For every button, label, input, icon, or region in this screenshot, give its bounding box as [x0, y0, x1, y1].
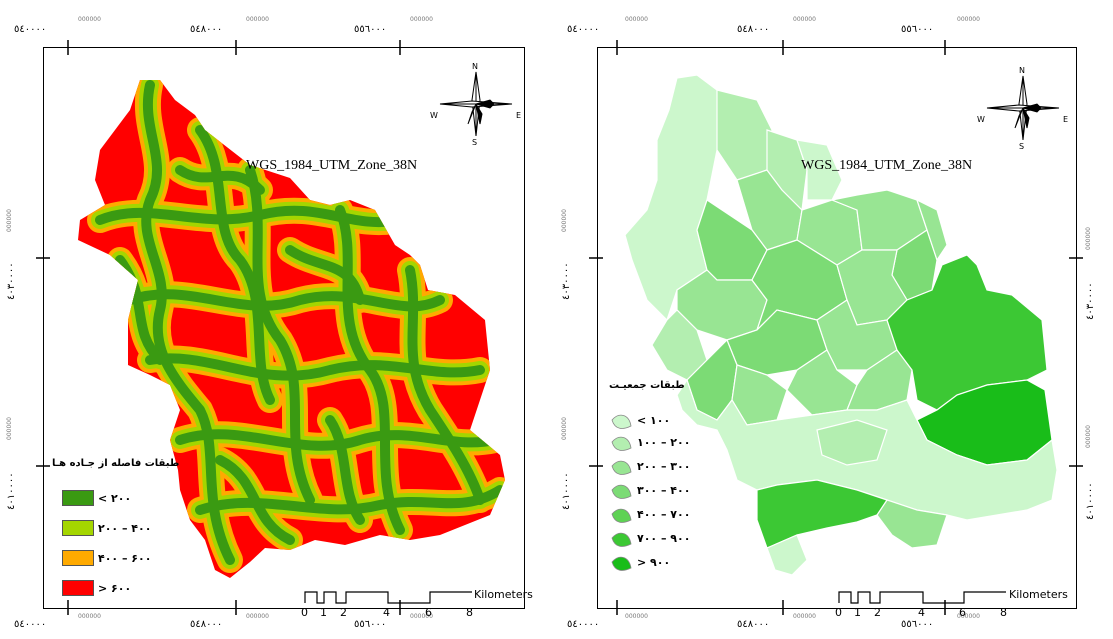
scale-unit: Kilometers	[1009, 588, 1068, 601]
y-tick-sup: 000000	[1085, 227, 1092, 250]
x-tick-label: ٥٤٨٠٠٠	[737, 619, 770, 630]
legend-item: ۲۰۰ – ۴۰۰	[62, 520, 151, 536]
y-tick-label: ٤٠١٠٠٠٠	[1085, 482, 1096, 520]
legend-swatch	[62, 520, 94, 536]
x-tick-sup: 000000	[625, 16, 648, 23]
y-tick-label: ٤٠١٠٠٠٠	[561, 472, 572, 510]
scale-label: 1	[854, 606, 861, 619]
legend-label: < ۲۰۰	[98, 491, 132, 505]
scale-unit: Kilometers	[474, 588, 533, 601]
legend-label: > ۹۰۰	[637, 556, 671, 569]
legend-swatch	[62, 550, 94, 566]
legend-item: < ۲۰۰	[62, 490, 131, 506]
legend-item: ۷۰۰ – ۹۰۰	[637, 532, 690, 545]
legend-item: ۲۰۰ – ۳۰۰	[637, 460, 690, 473]
legend-swatch	[62, 580, 94, 596]
east-label: E	[1063, 115, 1069, 124]
x-tick-sup: 000000	[410, 16, 433, 23]
x-tick-sup: 000000	[957, 613, 980, 620]
x-tick-sup: 000000	[793, 613, 816, 620]
scale-bar	[838, 591, 1006, 604]
legend-item: > ۶۰۰	[62, 580, 131, 596]
x-tick-sup: 000000	[78, 613, 101, 620]
x-tick-sup: 000000	[793, 16, 816, 23]
legend-item: > ۹۰۰	[637, 556, 670, 569]
scale-label: 6	[425, 606, 432, 619]
x-tick-sup: 000000	[78, 16, 101, 23]
north-label: N	[1019, 66, 1025, 75]
x-tick-label: ٥٤٠٠٠٠	[14, 24, 47, 35]
x-tick-label: ٥٤٠٠٠٠	[14, 619, 47, 630]
legend-item: ۴۰۰ – ۷۰۰	[637, 508, 690, 521]
legend-item: < ۱۰۰	[637, 414, 670, 427]
scale-bar	[304, 591, 472, 604]
y-tick-label: ٤٠١٠٠٠٠	[6, 472, 17, 510]
x-tick-label: ٥٥٦٠٠٠	[354, 24, 387, 35]
south-label: S	[472, 138, 478, 147]
legend-label: ۳۰۰ – ۴۰۰	[637, 484, 691, 497]
legend-label: ۴۰۰ – ۷۰۰	[637, 508, 691, 521]
x-tick-label: ٥٤٨٠٠٠	[737, 24, 770, 35]
legend-label: < ۱۰۰	[637, 414, 671, 427]
crs-label: WGS_1984_UTM_Zone_38N	[246, 158, 418, 173]
scale-label: 2	[874, 606, 881, 619]
x-tick-label: ٥٥٦٠٠٠	[901, 24, 934, 35]
legend-label: > ۶۰۰	[98, 581, 132, 595]
x-tick-label: ٥٥٦٠٠٠	[354, 619, 387, 630]
crs-label: WGS_1984_UTM_Zone_38N	[801, 158, 973, 173]
x-tick-label: ٥٤٠٠٠٠	[567, 619, 600, 630]
legend-title: طبقات فاصله از جـاده هـا	[52, 458, 180, 469]
y-tick-sup: 000000	[6, 417, 13, 440]
x-tick-label: ٥٤٨٠٠٠	[190, 619, 223, 630]
legend-swatch	[62, 490, 94, 506]
x-tick-label: ٥٤٠٠٠٠	[567, 24, 600, 35]
road-distance-map-panel: ٥٤٠٠٠٠ 000000 ٥٤٨٠٠٠ 000000 ٥٥٦٠٠٠ 00000…	[0, 0, 556, 639]
x-tick-sup: 000000	[246, 16, 269, 23]
y-tick-label: ٤٠٣٠٠٠٠	[561, 262, 572, 300]
scale-label: 8	[466, 606, 473, 619]
y-tick-sup: 000000	[6, 209, 13, 232]
scale-label: 4	[383, 606, 390, 619]
x-tick-label: ٥٤٨٠٠٠	[190, 24, 223, 35]
scale-label: 2	[340, 606, 347, 619]
west-label: W	[430, 111, 438, 120]
north-arrow-icon	[439, 71, 513, 137]
y-tick-label: ٤٠٣٠٠٠٠	[6, 262, 17, 300]
legend-item: ۴۰۰ – ۶۰۰	[62, 550, 151, 566]
scale-label: 1	[320, 606, 327, 619]
y-tick-sup: 000000	[1085, 425, 1092, 448]
y-tick-sup: 000000	[561, 209, 568, 232]
legend-label: ۷۰۰ – ۹۰۰	[637, 532, 691, 545]
legend-label: ۱۰۰ – ۲۰۰	[637, 436, 691, 449]
legend-label: ۴۰۰ – ۶۰۰	[98, 551, 152, 565]
x-tick-sup: 000000	[410, 613, 433, 620]
legend-item: ۱۰۰ – ۲۰۰	[637, 436, 690, 449]
legend-item: ۳۰۰ – ۴۰۰	[637, 484, 690, 497]
south-label: S	[1019, 142, 1025, 151]
x-tick-label: ٥٥٦٠٠٠	[901, 619, 934, 630]
y-tick-sup: 000000	[561, 417, 568, 440]
x-tick-sup: 000000	[957, 16, 980, 23]
population-map-panel: ٥٤٠٠٠٠ 000000 ٥٤٨٠٠٠ 000000 ٥٥٦٠٠٠ 00000…	[557, 0, 1113, 639]
legend-title: طبقات جمعیـت	[609, 380, 685, 391]
x-tick-sup: 000000	[246, 613, 269, 620]
x-tick-sup: 000000	[625, 613, 648, 620]
road-distance-map-graphics	[36, 40, 513, 615]
scale-label: 4	[918, 606, 925, 619]
north-label: N	[472, 62, 478, 71]
legend-leaf-icons	[611, 414, 632, 571]
legend-label: ۲۰۰ – ۳۰۰	[637, 460, 691, 473]
scale-label: 0	[835, 606, 842, 619]
legend-label: ۲۰۰ – ۴۰۰	[98, 521, 152, 535]
scale-label: 8	[1000, 606, 1007, 619]
north-arrow-icon	[986, 75, 1060, 141]
y-tick-label: ٤٠٣٠٠٠٠	[1085, 282, 1096, 320]
west-label: W	[977, 115, 985, 124]
scale-label: 0	[301, 606, 308, 619]
population-map-graphics	[589, 40, 1083, 615]
east-label: E	[516, 111, 522, 120]
scale-label: 6	[959, 606, 966, 619]
